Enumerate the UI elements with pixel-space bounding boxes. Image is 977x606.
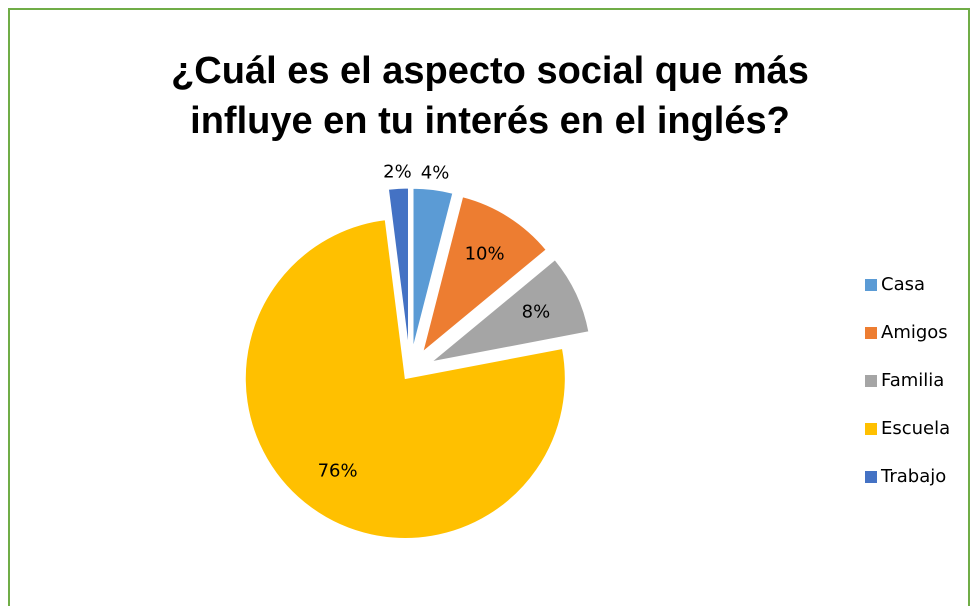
- legend-label: Amigos: [881, 322, 948, 343]
- legend-label: Casa: [881, 274, 925, 295]
- data-label: 2%: [383, 161, 412, 182]
- pie-slice: [412, 187, 454, 349]
- legend-label: Familia: [881, 370, 944, 391]
- data-label: 8%: [522, 302, 551, 323]
- chart-title: ¿Cuál es el aspecto social que más influ…: [171, 50, 809, 142]
- data-label: 4%: [421, 163, 450, 184]
- pie-slice: [387, 187, 409, 349]
- pie-slice: [431, 259, 590, 363]
- data-label: 10%: [465, 243, 505, 264]
- legend-swatch: [865, 279, 877, 291]
- legend-swatch: [865, 423, 877, 435]
- legend-label: Trabajo: [880, 466, 946, 487]
- data-label: 76%: [318, 461, 358, 482]
- legend-swatch: [865, 471, 877, 483]
- legend-label: Escuela: [881, 418, 950, 439]
- chart-border: [8, 8, 970, 606]
- legend-swatch: [865, 375, 877, 387]
- pie-slice: [421, 196, 547, 354]
- legend-swatch: [865, 327, 877, 339]
- pie-slice: [244, 219, 566, 539]
